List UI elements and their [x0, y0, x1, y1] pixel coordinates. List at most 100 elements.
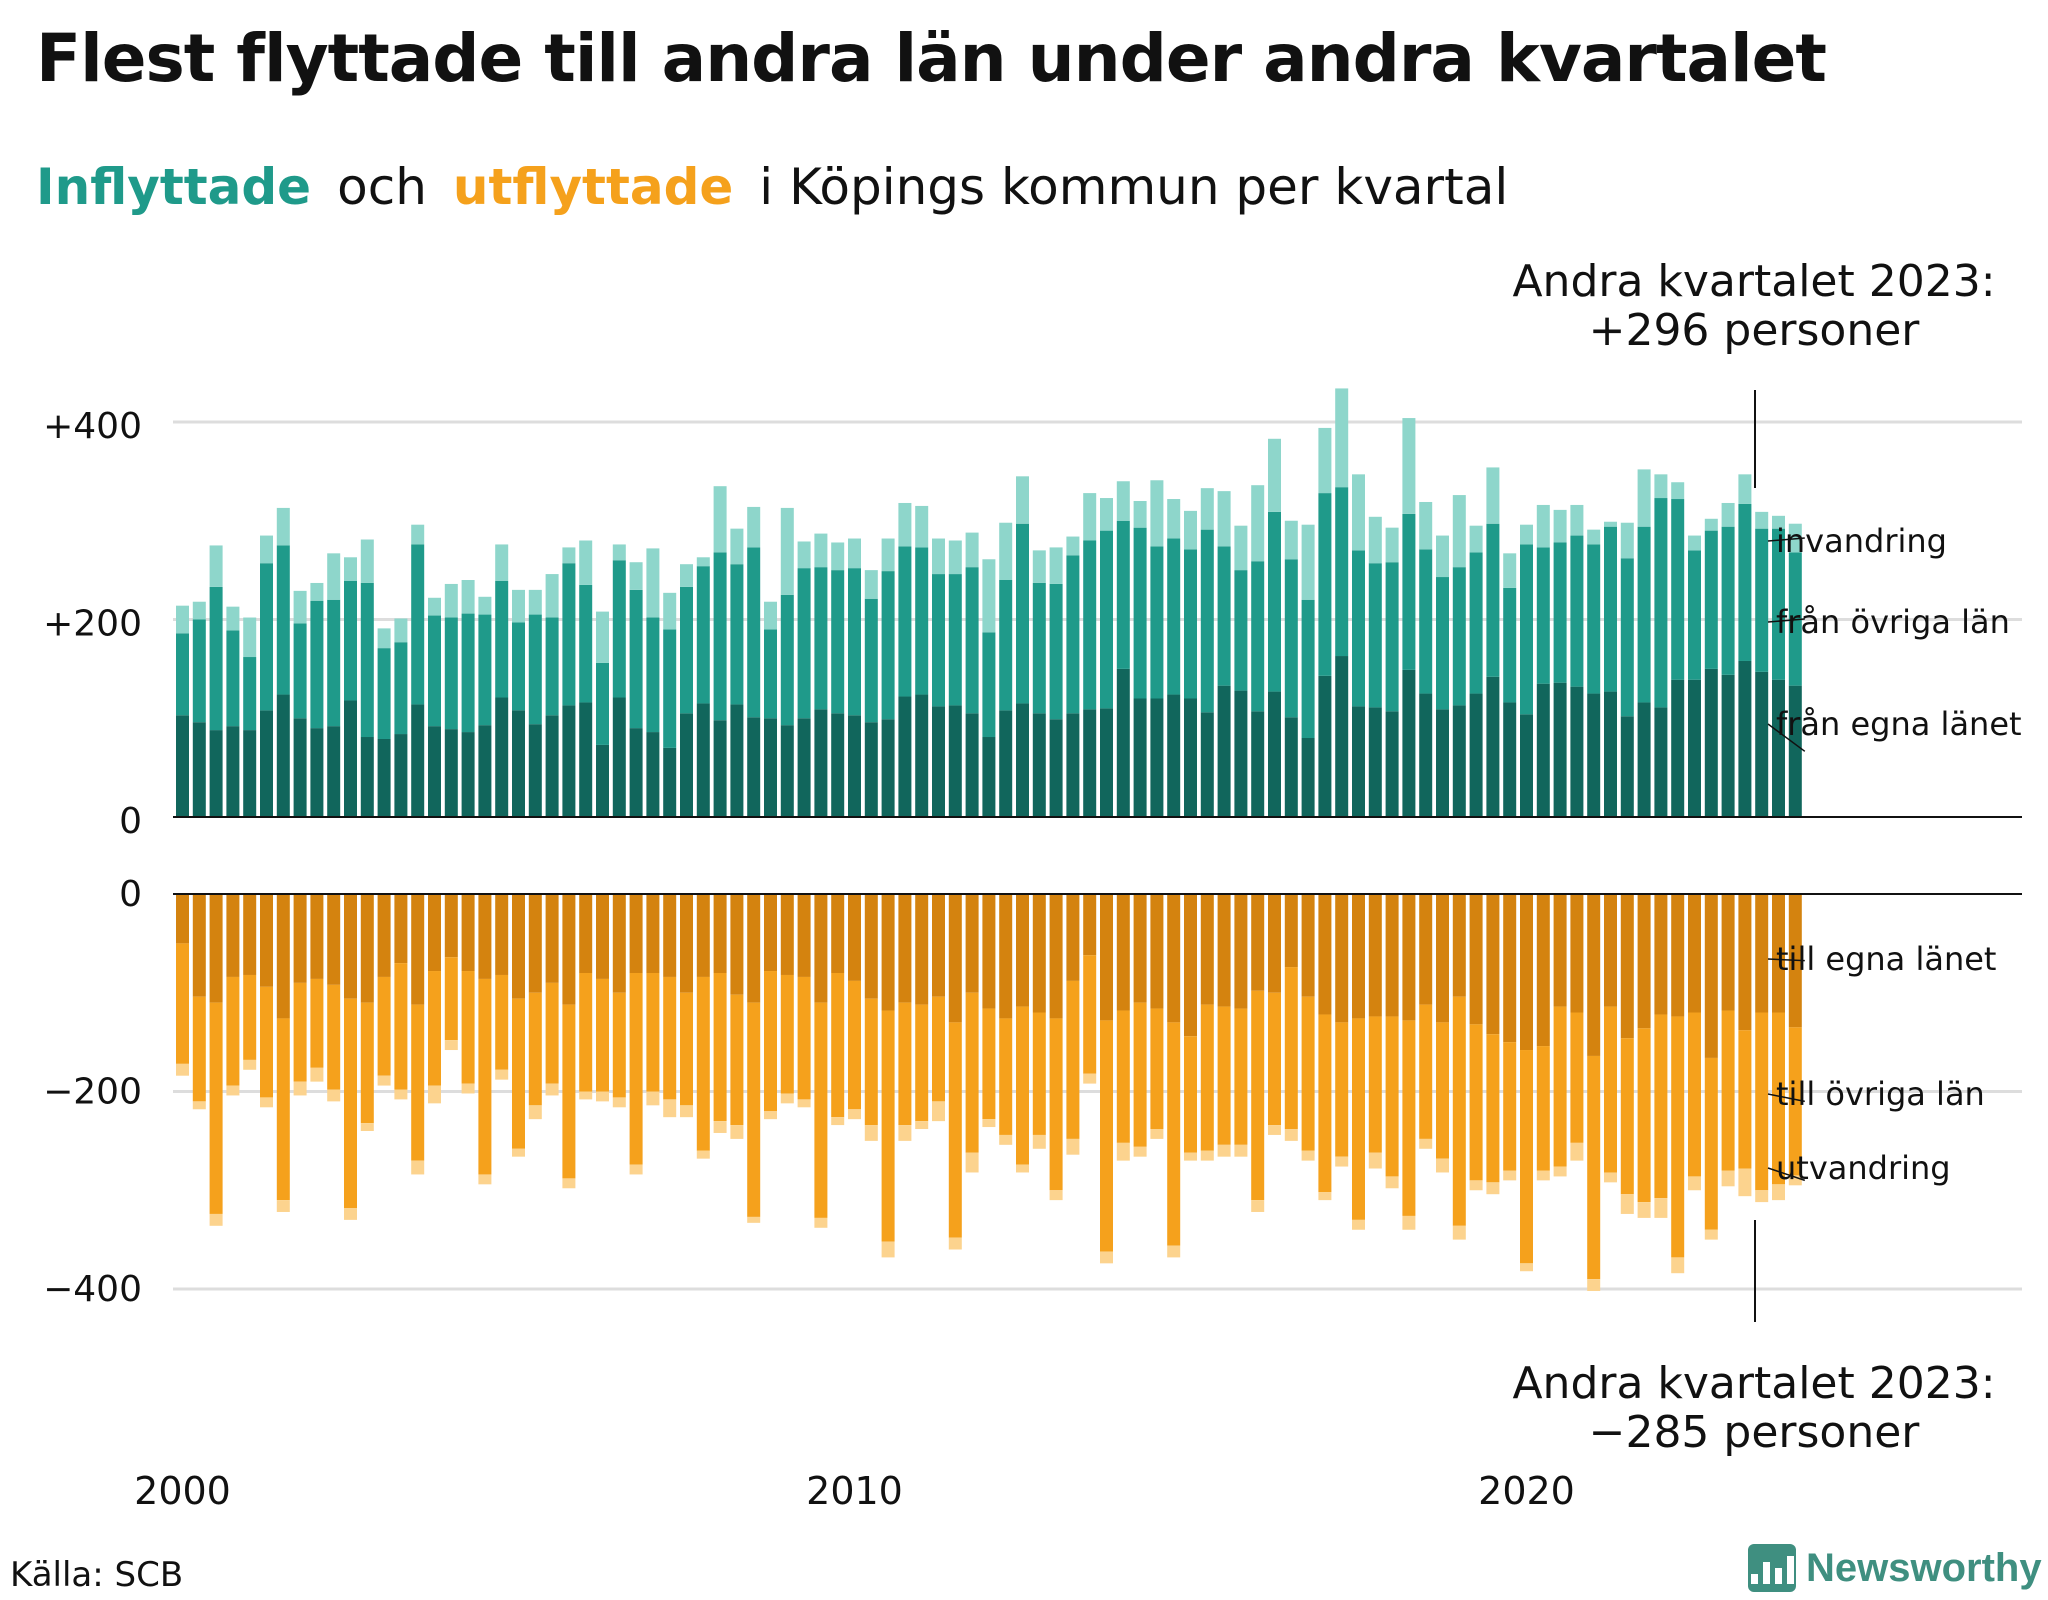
outflow-bar-segment [1167, 894, 1181, 1023]
inflow-bar-segment [394, 734, 408, 817]
inflow-bar-segment [226, 606, 240, 631]
inflow-bar-segment [1251, 711, 1265, 817]
inflow-bar-segment [1318, 427, 1332, 494]
outflow-bar-segment [1150, 1008, 1164, 1130]
inflow-bar-segment [1251, 485, 1265, 562]
inflow-bar-segment [965, 532, 979, 568]
outflow-bar-segment [915, 1004, 929, 1122]
inflow-bar-segment [898, 502, 912, 547]
outflow-bar-segment [1671, 1016, 1685, 1258]
inflow-bar-segment [713, 486, 727, 553]
inflow-bar-segment [1721, 502, 1735, 527]
outflow-bar-segment [1251, 1200, 1265, 1212]
inflow-bar-segment [1200, 712, 1214, 817]
inflow-bar-segment [562, 547, 576, 564]
inflow-bar-segment [915, 505, 929, 548]
inflow-bar-segment [1654, 498, 1668, 708]
outflow-bar-segment [1788, 1175, 1802, 1186]
outflow-bar-segment [1637, 894, 1651, 1029]
outflow-bar-segment [579, 1091, 593, 1100]
outflow-bar-segment [1620, 894, 1634, 1039]
inflow-bar-segment [780, 725, 794, 817]
inflow-bar-segment [1620, 522, 1634, 559]
inflow-bar-segment [1604, 521, 1617, 527]
outflow-bar-segment [629, 973, 643, 1165]
outflow-bar-segment [1301, 1150, 1315, 1161]
inflow-bar-segment [1587, 544, 1601, 694]
outflow-bar-segment [310, 1067, 324, 1082]
outflow-bar-segment [1234, 894, 1248, 1009]
outflow-bar-segment [1402, 894, 1416, 1021]
inflow-bar-segment [579, 702, 593, 817]
outflow-bar-segment [1553, 894, 1567, 1007]
inflow-bar-segment [1234, 690, 1248, 817]
inflow-bar-segment [629, 728, 643, 817]
subtitle-rest: i Köpings kommun per kvartal [759, 158, 1509, 216]
inflow-bar-segment [1032, 550, 1046, 583]
outflow-bar-segment [1016, 894, 1029, 1007]
inflow-bar-segment [1755, 528, 1769, 672]
outflow-bar-segment [1150, 894, 1164, 1009]
outflow-bar-segment [394, 963, 408, 1090]
inflow-bar-segment [444, 583, 458, 618]
outflow-bar-segment [1368, 1152, 1382, 1169]
inflow-bar-segment [377, 648, 391, 739]
outflow-bar-segment [848, 980, 861, 1110]
outflow-bar-segment [428, 1085, 441, 1104]
outflow-bar-segment [596, 978, 609, 1092]
outflow-bar-segment [360, 1123, 374, 1131]
outflow-bar-segment [1066, 980, 1080, 1139]
inflow-bar-segment [260, 535, 273, 564]
outflow-bar-segment [696, 894, 710, 977]
inflow-bar-segment [814, 567, 828, 710]
inflow-bar-segment [360, 539, 374, 583]
outflow-bar-segment [1755, 894, 1769, 1013]
outflow-bar-segment [965, 992, 979, 1153]
inflow-bar-segment [1301, 524, 1315, 600]
outflow-bar-segment [1200, 894, 1214, 1005]
inflow-bar-segment [1352, 706, 1365, 817]
outflow-bar-segment [360, 1002, 374, 1124]
inflow-bar-segment [1503, 702, 1517, 817]
inflow-bar-segment [1352, 550, 1365, 707]
outflow-bar-segment [1469, 1024, 1483, 1181]
inflow-bar-segment [209, 730, 223, 817]
inflow-bar-segment [898, 696, 912, 817]
outflow-bar-segment [243, 974, 257, 1060]
inflow-bar-segment [1167, 538, 1181, 695]
outflow-bar-segment [1419, 1138, 1433, 1149]
inflow-bar-segment [1738, 474, 1752, 504]
outflow-bar-segment [1368, 1016, 1382, 1153]
y-tick-label-bottom: −400 [43, 1269, 142, 1310]
inflow-bar-segment [713, 720, 727, 817]
inflow-bar-segment [1436, 577, 1449, 710]
inflow-bar-segment [528, 614, 542, 725]
inflow-bar-segment [327, 726, 341, 817]
outflow-bar-segment [495, 894, 509, 975]
inflow-bar-segment [1486, 676, 1500, 817]
outflow-bar-segment [226, 894, 240, 977]
inflow-bar-segment [1637, 702, 1651, 817]
inflow-bar-segment [428, 615, 441, 727]
inflow-bar-segment [1604, 526, 1617, 692]
inflow-bar-segment [680, 713, 693, 817]
brand-logo[interactable]: Newsworthy [1748, 1540, 2042, 1596]
inflow-bar-segment [1788, 685, 1802, 817]
outflow-bar-segment [1066, 894, 1080, 981]
outflow-bar-segment [1116, 1142, 1130, 1161]
inflow-bar-segment [243, 657, 257, 731]
outflow-bar-segment [226, 1085, 240, 1096]
inflow-bar-segment [344, 700, 357, 817]
inflow-bar-segment [1335, 388, 1349, 488]
inflow-bar-segment [646, 548, 660, 618]
outflow-bar-segment [780, 1093, 794, 1104]
inflow-bar-segment [1217, 546, 1231, 686]
inflow-bar-segment [512, 710, 525, 817]
inflow-bar-segment [192, 722, 206, 817]
outflow-bar-segment [176, 894, 189, 944]
outflow-bar-segment [680, 992, 693, 1106]
inflow-bar-segment [915, 547, 929, 695]
outflow-bar-segment [831, 973, 845, 1118]
outflow-bar-segment [1553, 1006, 1567, 1167]
inflow-bar-segment [881, 719, 895, 817]
